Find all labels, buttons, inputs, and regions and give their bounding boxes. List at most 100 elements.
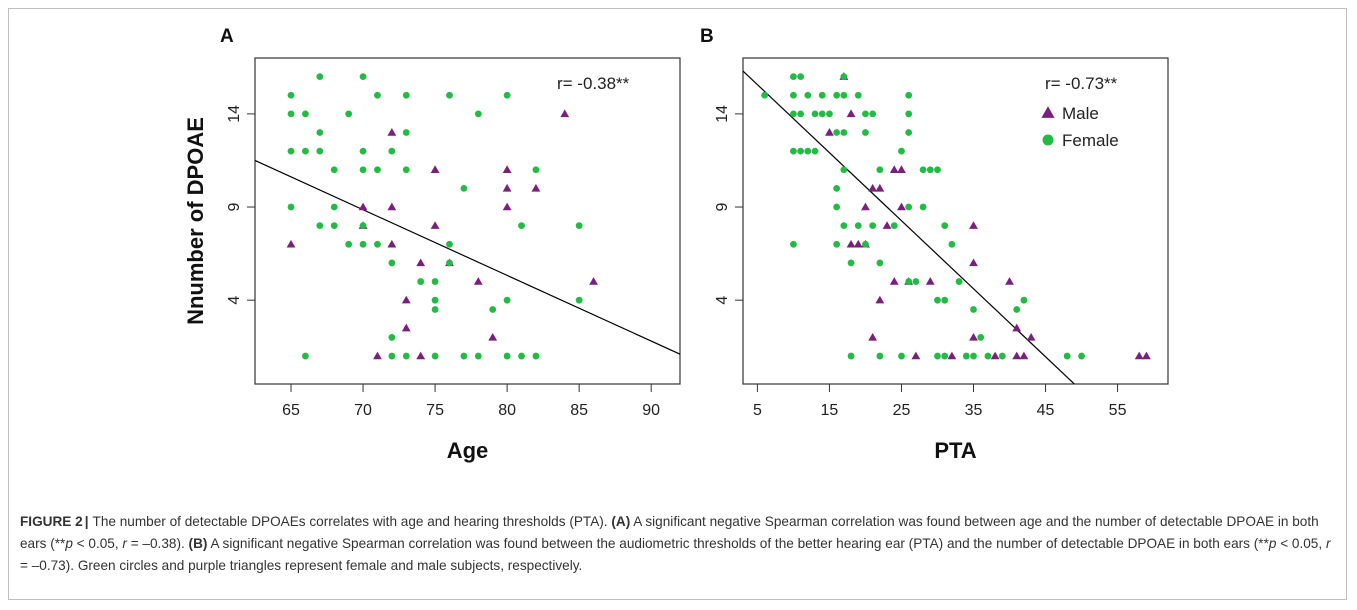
female-point — [287, 91, 295, 99]
female-point — [417, 278, 425, 285]
male-point — [373, 351, 382, 360]
male-point — [488, 332, 498, 341]
male-point — [969, 258, 978, 267]
female-point — [840, 222, 848, 230]
female-point — [818, 91, 826, 99]
male-point — [1141, 351, 1151, 360]
x-tick-label: 5 — [753, 402, 762, 419]
plot-frame — [254, 57, 681, 385]
x-tick-label: 35 — [965, 402, 983, 419]
male-point — [1019, 351, 1029, 360]
female-point — [854, 222, 862, 230]
female-point — [1063, 352, 1071, 360]
x-tick-label: 15 — [821, 402, 839, 419]
female-point — [460, 352, 468, 360]
female-point — [919, 203, 927, 211]
male-point — [502, 183, 512, 192]
female-point — [970, 306, 977, 313]
male-point — [875, 183, 885, 192]
male-point — [286, 239, 296, 248]
female-point — [302, 352, 309, 360]
male-point — [416, 351, 426, 360]
female-point — [804, 147, 812, 155]
female-point — [446, 240, 453, 248]
correlation-annotation: r= -0.38** — [557, 74, 630, 93]
female-point — [345, 110, 353, 118]
caption-b-text-2: < 0.05, — [1276, 536, 1326, 551]
male-point — [861, 202, 870, 211]
correlation-annotation: r= -0.73** — [1045, 74, 1118, 93]
male-point — [969, 221, 978, 229]
female-point — [402, 129, 410, 136]
y-tick-label: 9 — [226, 202, 243, 211]
male-point — [889, 277, 899, 285]
female-point — [905, 110, 913, 118]
female-point — [804, 91, 812, 99]
female-point — [532, 352, 540, 360]
legend-female-marker — [1042, 134, 1054, 146]
female-point — [446, 259, 453, 267]
female-point — [374, 166, 381, 174]
female-point — [287, 110, 295, 118]
caption-a-p: p — [65, 536, 73, 551]
male-point — [473, 277, 483, 285]
legend-male-label: Male — [1062, 104, 1099, 123]
female-point — [431, 306, 439, 313]
caption-separator: | — [84, 514, 89, 529]
female-point — [840, 166, 848, 174]
male-point — [1134, 351, 1144, 360]
y-tick-label: 9 — [714, 202, 731, 211]
male-point — [868, 332, 878, 341]
female-point — [302, 110, 309, 118]
female-point — [287, 203, 295, 211]
female-point — [840, 129, 848, 136]
female-point — [934, 296, 941, 304]
female-point — [489, 306, 497, 313]
female-point — [905, 91, 913, 99]
female-point — [388, 259, 396, 267]
female-point — [826, 110, 833, 118]
female-point — [998, 352, 1006, 360]
female-point — [941, 222, 949, 230]
male-point — [502, 165, 512, 174]
female-point — [532, 166, 540, 174]
caption-a-text-2: < 0.05, — [72, 536, 123, 551]
male-point — [387, 239, 397, 248]
female-point — [876, 166, 884, 174]
x-tick-label: 45 — [1037, 402, 1055, 419]
male-point — [401, 295, 411, 304]
male-point — [882, 221, 892, 229]
female-point — [431, 352, 439, 360]
female-point — [797, 73, 805, 81]
female-point — [431, 296, 439, 304]
female-point — [388, 352, 396, 360]
panel-label: B — [700, 26, 714, 47]
female-point — [575, 222, 583, 230]
female-point — [388, 147, 396, 155]
male-point — [416, 258, 426, 267]
female-point — [287, 147, 295, 155]
figure-charts: A 65 70 75 80 85 90 4 9 14 Age Nnumber of DPOAE r= -… — [183, 26, 1169, 463]
female-point — [1020, 296, 1028, 304]
x-axis-label: Age — [447, 438, 489, 463]
female-point — [316, 129, 324, 136]
male-point — [897, 165, 906, 174]
x-tick-label: 90 — [642, 402, 660, 419]
female-point — [869, 110, 877, 118]
female-point — [811, 147, 819, 155]
x-tick-label: 70 — [354, 402, 372, 419]
male-point — [969, 332, 978, 341]
female-point — [912, 278, 920, 285]
female-point — [955, 278, 963, 285]
female-point — [359, 73, 367, 81]
male-point — [868, 183, 878, 192]
figure-frame — [8, 8, 1347, 600]
female-point — [474, 110, 482, 118]
female-point — [359, 222, 367, 230]
female-point — [833, 240, 841, 248]
male-point — [875, 295, 885, 304]
male-point — [911, 351, 921, 360]
male-point — [430, 221, 440, 229]
caption-a-text-3: = –0.38). — [126, 536, 185, 551]
male-point — [1026, 332, 1036, 341]
